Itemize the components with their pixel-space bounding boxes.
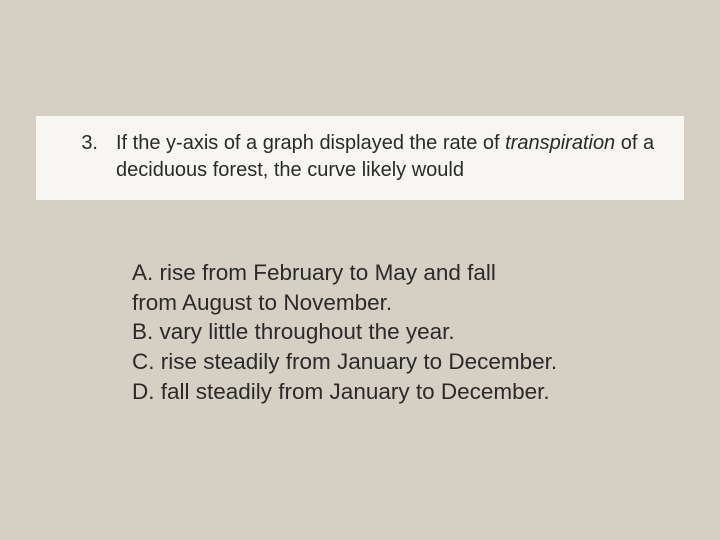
question-box: 3. If the y-axis of a graph displayed th…	[36, 116, 684, 200]
question-number: 3.	[56, 130, 116, 157]
answer-b: B. vary little throughout the year.	[132, 317, 672, 347]
question-stem: If the y-axis of a graph displayed the r…	[116, 130, 664, 184]
answer-choices: A. rise from February to May and fall fr…	[132, 258, 672, 406]
question-row: 3. If the y-axis of a graph displayed th…	[56, 130, 664, 184]
answer-d: D. fall steadily from January to Decembe…	[132, 377, 672, 407]
answer-a-line2: from August to November.	[132, 288, 672, 318]
answer-a-line1: A. rise from February to May and fall	[132, 258, 672, 288]
answer-c: C. rise steadily from January to Decembe…	[132, 347, 672, 377]
stem-italic-word: transpiration	[505, 132, 615, 154]
stem-part-1: If the y-axis of a graph displayed the r…	[116, 132, 505, 154]
